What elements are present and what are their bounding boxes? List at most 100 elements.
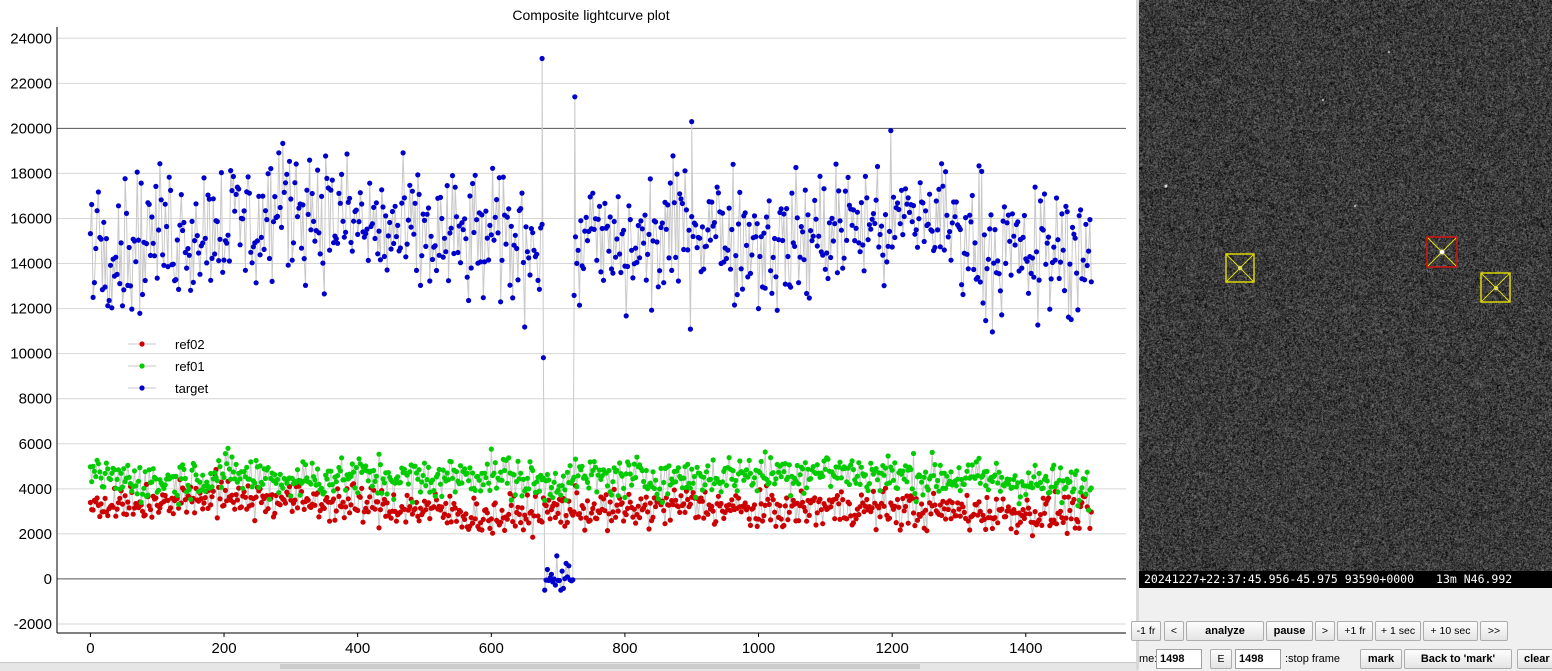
- end-button[interactable]: >>: [1480, 621, 1508, 641]
- data-point-ref01: [900, 468, 906, 474]
- data-point-ref01: [331, 488, 337, 494]
- data-point-ref01: [567, 463, 573, 469]
- plot-scrollbar[interactable]: [0, 662, 1138, 671]
- data-point-target: [595, 216, 601, 222]
- data-point-target: [669, 267, 675, 273]
- data-point-ref02: [574, 490, 580, 496]
- forward-10-sec-button[interactable]: + 10 sec: [1423, 621, 1478, 641]
- data-point-ref02: [1071, 496, 1077, 503]
- data-point-ref01: [729, 476, 735, 482]
- data-point-ref01: [699, 487, 706, 493]
- data-point-target: [530, 230, 536, 236]
- data-point-target: [606, 248, 612, 254]
- data-point-ref01: [397, 479, 403, 486]
- pause-button[interactable]: pause: [1266, 621, 1313, 641]
- data-point-ref02: [102, 495, 108, 501]
- back-1-frame-button[interactable]: -1 fr: [1131, 621, 1161, 641]
- data-point-target: [731, 302, 738, 308]
- data-point-ref02: [709, 503, 715, 509]
- next-button[interactable]: >: [1315, 621, 1335, 641]
- data-point-target: [156, 227, 162, 233]
- lightcurve-chart: Composite lightcurve plot -2000020004000…: [10, 7, 1126, 657]
- data-point-target: [269, 278, 275, 284]
- stop-frame-field[interactable]: 1498: [1235, 649, 1281, 669]
- data-point-ref01: [1032, 462, 1038, 468]
- data-point-ref02: [409, 511, 415, 517]
- data-point-target: [524, 249, 531, 255]
- data-point-target: [1052, 257, 1058, 263]
- data-point-target: [693, 222, 699, 228]
- scrollbar-thumb[interactable]: [280, 664, 920, 669]
- data-point-target: [162, 201, 168, 207]
- data-point-target: [641, 240, 647, 246]
- data-point-target: [780, 237, 786, 244]
- data-point-ref01: [256, 484, 262, 491]
- e-button[interactable]: E: [1210, 649, 1232, 669]
- data-point-ref01: [478, 488, 484, 494]
- data-point-target: [884, 259, 890, 265]
- prev-button[interactable]: <: [1164, 621, 1184, 641]
- data-point-ref01: [985, 487, 992, 493]
- data-point-target: [452, 184, 458, 190]
- data-point-target: [667, 180, 673, 186]
- data-point-ref02: [423, 507, 429, 513]
- data-point-ref01: [294, 467, 301, 473]
- forward-1-frame-button[interactable]: +1 fr: [1337, 621, 1373, 641]
- data-point-target: [1060, 247, 1066, 253]
- mark-button[interactable]: mark: [1360, 649, 1402, 669]
- data-point-target: [902, 186, 909, 192]
- data-point-target: [289, 257, 295, 263]
- data-point-target: [917, 180, 923, 186]
- aperture-ref01[interactable]: [1225, 253, 1255, 283]
- data-point-target: [385, 233, 391, 239]
- data-point-target: [520, 259, 527, 266]
- data-point-ref02: [951, 508, 957, 514]
- data-point-target: [93, 245, 99, 252]
- data-point-ref01: [877, 488, 883, 494]
- data-point-ref01: [248, 459, 254, 465]
- data-point-ref01: [583, 475, 589, 482]
- panel-divider[interactable]: [1136, 0, 1139, 670]
- data-point-target: [341, 234, 347, 240]
- clear-button[interactable]: clear: [1517, 649, 1552, 669]
- frame-number-field[interactable]: 1498: [1156, 649, 1202, 669]
- data-point-ref01: [932, 462, 938, 468]
- data-point-ref01: [91, 468, 97, 474]
- data-point-target: [421, 217, 428, 223]
- data-point-ref02: [401, 506, 407, 512]
- data-point-ref02: [277, 502, 283, 508]
- data-point-target: [315, 167, 321, 173]
- data-point-ref02: [1040, 495, 1046, 501]
- data-point-ref02: [869, 505, 875, 511]
- data-point-ref01: [709, 487, 715, 493]
- data-point-ref02: [949, 500, 955, 506]
- data-point-target: [246, 190, 252, 196]
- data-point-ref01: [1056, 477, 1062, 483]
- data-point-ref01: [781, 469, 787, 475]
- data-point-ref02: [588, 510, 595, 516]
- data-point-target: [833, 161, 839, 167]
- data-point-ref02: [571, 509, 577, 515]
- back-to-mark-button[interactable]: Back to 'mark': [1404, 649, 1512, 669]
- data-point-target: [245, 174, 251, 180]
- aperture-target[interactable]: [1426, 236, 1458, 268]
- data-point-ref01: [181, 466, 187, 472]
- data-point-ref01: [653, 477, 659, 483]
- analyze-button[interactable]: analyze: [1186, 621, 1264, 641]
- data-point-ref01: [552, 470, 559, 476]
- data-point-ref01: [955, 476, 961, 482]
- data-point-target: [149, 214, 155, 220]
- data-point-target: [857, 249, 863, 255]
- data-point-ref02: [1020, 507, 1026, 513]
- data-point-ref01: [328, 468, 334, 474]
- data-point-ref02: [594, 516, 600, 522]
- data-point-ref01: [252, 480, 258, 486]
- data-point-ref02: [139, 508, 146, 514]
- data-point-ref01: [544, 471, 551, 478]
- forward-1-sec-button[interactable]: + 1 sec: [1375, 621, 1421, 641]
- data-point-ref01: [925, 487, 931, 493]
- data-point-ref01: [352, 485, 358, 491]
- data-point-target: [981, 232, 988, 238]
- aperture-ref02[interactable]: [1480, 272, 1511, 303]
- data-point-target: [1000, 218, 1006, 224]
